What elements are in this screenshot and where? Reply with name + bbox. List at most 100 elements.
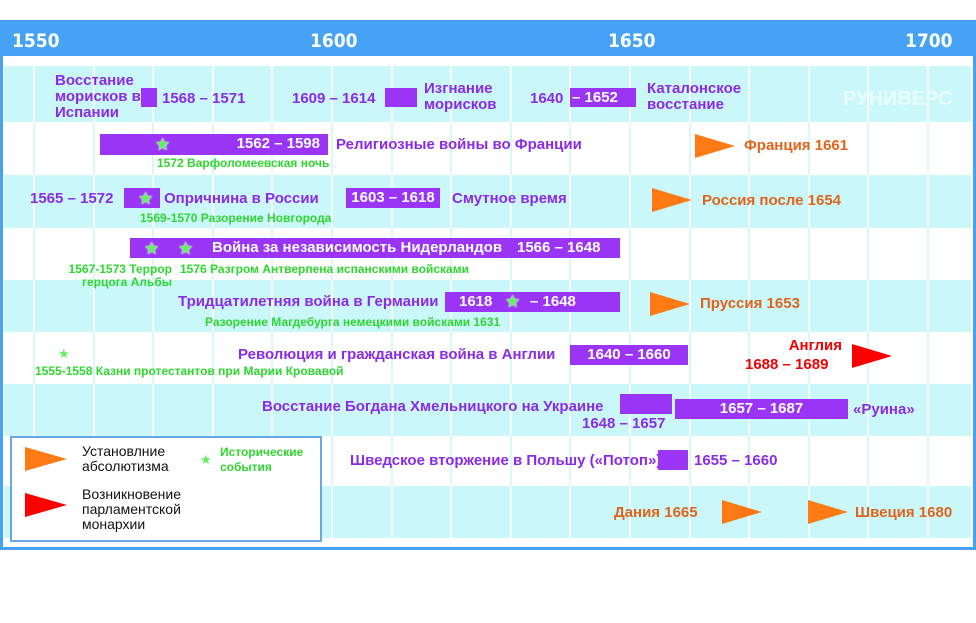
- french-wars-bar: 1562 – 1598: [100, 134, 328, 155]
- deluge-years: 1655 – 1660: [694, 452, 778, 469]
- grid-line: [211, 58, 214, 538]
- grid-line: [807, 332, 810, 384]
- grid-line: [509, 436, 512, 486]
- russia-absolutism: Россия после 1654: [702, 192, 841, 209]
- year-1700: 1700: [905, 30, 953, 52]
- grid-line: [748, 122, 751, 175]
- grid-line: [390, 436, 393, 486]
- england-parliament-years: 1688 – 1689: [745, 356, 829, 373]
- grid-line: [33, 58, 35, 538]
- catalan-start: 1640: [530, 90, 564, 107]
- expulsion-years: 1609 – 1614: [292, 90, 376, 107]
- catalan-title: Каталонское восстание: [647, 80, 742, 113]
- star-icon: ★: [58, 346, 70, 361]
- denmark-absolutism: Дания 1665: [614, 504, 698, 521]
- grid-line: [92, 228, 95, 280]
- legend-events: Исторические события: [220, 445, 304, 474]
- prussia-absolutism: Пруссия 1653: [700, 295, 800, 312]
- star-icon: ★: [144, 239, 160, 258]
- grid-line: [807, 122, 810, 175]
- grid-line: [688, 436, 691, 486]
- thirty-years-end: – 1648: [530, 293, 576, 310]
- grid-line: [92, 58, 95, 538]
- ruina-bar: 1657 – 1687: [675, 399, 848, 419]
- grid-line: [748, 332, 751, 384]
- star-icon: ★: [178, 239, 194, 258]
- grid-line: [450, 436, 453, 486]
- grid-line: [927, 122, 929, 175]
- grid-line: [509, 332, 512, 384]
- grid-line: [331, 122, 333, 175]
- star-icon: ★: [505, 292, 521, 311]
- khmelnytsky-title: Восстание Богдана Хмельницкого на Украин…: [262, 398, 604, 415]
- grid-line: [688, 122, 691, 175]
- absolutism-arrow-icon: [808, 500, 848, 524]
- ruina-label: «Руина»: [853, 401, 915, 418]
- oprichnina-years: 1565 – 1572: [30, 190, 114, 207]
- grid-line: [271, 58, 274, 538]
- dutch-war-bar: [130, 238, 620, 258]
- thirty-years-title: Тридцатилетняя война в Германии: [178, 293, 439, 310]
- dutch-war-title: Война за независимость Нидерландов: [212, 239, 503, 256]
- khmelnytsky-bar: [620, 394, 672, 414]
- moriscos-bar: [141, 88, 157, 107]
- grid-line: [390, 332, 393, 384]
- frame: [0, 20, 976, 550]
- deluge-title: Шведское вторжение в Польшу («Потоп»): [350, 452, 662, 469]
- event-alba-terror: 1567-1573 Террор герцога Альбы: [68, 262, 172, 289]
- expulsion-bar: [385, 88, 417, 107]
- grid-line: [927, 436, 929, 486]
- grid-line: [152, 332, 155, 384]
- row-band: [4, 175, 971, 228]
- grid-line: [390, 122, 393, 175]
- french-wars-title: Религиозные войны во Франции: [336, 136, 582, 153]
- grid-line: [807, 436, 810, 486]
- grid-line: [927, 228, 929, 280]
- grid-line: [450, 122, 453, 175]
- parliament-arrow-icon: [25, 493, 67, 517]
- grid-line: [688, 332, 691, 384]
- event-novgorod: 1569-1570 Разорение Новгорода: [140, 211, 332, 225]
- legend: Установлние абсолютизма ★ Исторические с…: [10, 436, 322, 542]
- grid-line: [867, 228, 870, 280]
- year-axis: [0, 20, 976, 56]
- grid-line: [748, 228, 751, 280]
- event-magdeburg: Разорение Магдебурга немецкими войсками …: [205, 315, 501, 329]
- grid-line: [569, 122, 572, 175]
- dutch-war-years: 1566 – 1648: [517, 239, 601, 256]
- khmelnytsky-years: 1648 – 1657: [582, 415, 666, 432]
- grid-line: [688, 228, 691, 280]
- grid-line: [867, 436, 870, 486]
- legend-absolutism: Установлние абсолютизма: [82, 443, 169, 474]
- moriscos-years: 1568 – 1571: [162, 90, 246, 107]
- grid-line: [331, 332, 333, 384]
- grid-line: [450, 332, 453, 384]
- grid-line: [867, 58, 870, 538]
- event-bloody-mary: 1555-1558 Казни протестантов при Марии К…: [35, 364, 344, 378]
- year-1600: 1600: [310, 30, 358, 52]
- grid-line: [509, 122, 512, 175]
- thirty-years-start: 1618: [459, 293, 493, 310]
- watermark-logo: РУНИВЕРС: [843, 88, 953, 110]
- grid-line: [92, 122, 95, 175]
- year-1650: 1650: [608, 30, 656, 52]
- english-revolution-bar: 1640 – 1660: [570, 345, 688, 365]
- grid-line: [629, 436, 631, 486]
- star-icon: ★: [200, 452, 212, 467]
- troubles-bar: 1603 – 1618: [346, 188, 440, 208]
- england-parliament-label: Англия: [788, 337, 842, 354]
- grid-line: [33, 228, 35, 280]
- troubles-title: Смутное время: [452, 190, 567, 207]
- absolutism-arrow-icon: [652, 188, 692, 212]
- grid-line: [748, 436, 751, 486]
- english-revolution-title: Революция и гражданская война в Англии: [238, 346, 556, 363]
- oprichnina-bar: [124, 188, 160, 208]
- sweden-absolutism: Швеция 1680: [855, 504, 953, 521]
- grid-line: [331, 436, 333, 486]
- grid-line: [152, 58, 155, 538]
- absolutism-arrow-icon: [695, 134, 735, 158]
- oprichnina-title: Опричнина в России: [164, 190, 319, 207]
- deluge-bar: [658, 450, 688, 470]
- grid-line: [211, 332, 214, 384]
